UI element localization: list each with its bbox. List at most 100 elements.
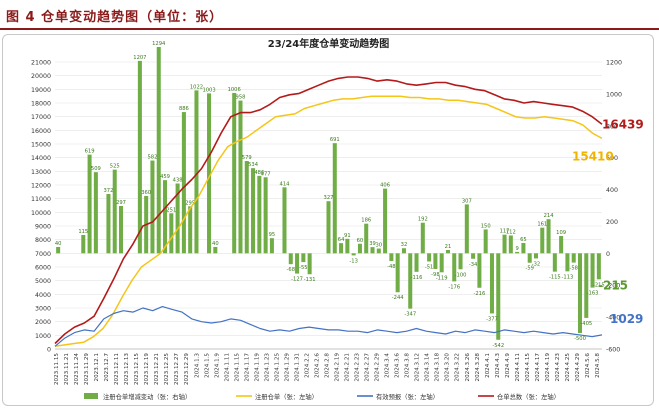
bar (364, 223, 369, 254)
bar-data-label: -100 (455, 272, 467, 278)
left-tick-label: 0 (47, 347, 51, 354)
x-tick-label: 2024.3.8 (405, 353, 411, 378)
bar-data-label: 509 (91, 166, 101, 172)
x-tick-label: 2024.3.18 (435, 353, 441, 382)
x-tick-label: 2024.3.28 (475, 353, 481, 382)
bar-data-label: -48 (387, 264, 395, 270)
bar (521, 242, 526, 254)
bar-data-label: -115 (549, 275, 561, 281)
bar (169, 213, 174, 254)
x-tick-label: 2024.1.3 (194, 353, 200, 378)
bar (351, 253, 356, 256)
bar (301, 253, 306, 263)
bar-data-label: -116 (411, 275, 423, 281)
bar (420, 222, 425, 254)
bar (87, 154, 92, 254)
bar-data-label: 438 (173, 177, 183, 183)
bar (515, 251, 520, 254)
x-tick-label: 2024.4.25 (565, 353, 571, 382)
left-tick-label: 14000 (31, 155, 51, 162)
bar (175, 183, 180, 254)
bar-data-label: -32 (532, 261, 540, 267)
right-tick-label: 1200 (606, 60, 622, 67)
bar (445, 249, 450, 254)
left-tick-label: 6000 (35, 265, 51, 272)
legend-label: 有效预报（张：左轴） (376, 392, 439, 401)
bar (546, 219, 551, 254)
x-tick-label: 2023.11.29 (84, 353, 90, 385)
bar-data-label: -68 (287, 267, 295, 273)
x-tick-label: 2024.4.17 (535, 353, 541, 382)
end-label-bar: -215 (598, 278, 628, 292)
bar-data-label: 1022 (190, 84, 203, 90)
left-tick-label: 15000 (31, 142, 51, 149)
bar-data-label: 32 (401, 242, 408, 248)
right-tick-label: 200 (606, 219, 618, 226)
right-tick-label: 0 (606, 251, 610, 258)
bar (357, 243, 362, 254)
x-tick-label: 2024.2.6 (314, 353, 320, 378)
bar (112, 169, 117, 254)
x-tick-label: 2024.1.25 (274, 353, 280, 382)
bar-data-label: -98 (431, 272, 439, 278)
bar (106, 194, 111, 254)
bar (181, 112, 186, 254)
bar-data-label: 579 (242, 155, 252, 161)
bar-data-label: 192 (418, 217, 428, 223)
bar-data-label: 112 (506, 229, 516, 235)
x-tick-label: 2024.4.15 (525, 353, 531, 382)
bar-data-label: 186 (361, 218, 371, 224)
bar (232, 92, 237, 254)
x-tick-label: 2024.2.19 (335, 353, 341, 382)
bar (508, 235, 513, 254)
x-tick-label: 2024.2.29 (375, 353, 381, 382)
bar (483, 229, 488, 254)
bar (370, 247, 375, 254)
bar (552, 253, 557, 272)
end-label-forecast: 1029 (610, 312, 643, 326)
x-tick-label: 2024.3.12 (415, 353, 421, 381)
bar (471, 253, 476, 259)
right-tick-label: -200 (606, 283, 620, 290)
bar (533, 253, 538, 259)
bar (207, 93, 212, 254)
x-tick-label: 2024.1.15 (234, 353, 240, 382)
bar (163, 180, 168, 254)
bar (383, 188, 388, 254)
x-tick-label: 2024.3.6 (395, 353, 401, 378)
bar (584, 253, 589, 318)
left-tick-label: 21000 (31, 60, 51, 67)
x-tick-label: 2024.4.11 (515, 353, 521, 382)
left-tick-label: 3000 (35, 306, 51, 313)
x-tick-label: 2024.1.9 (214, 353, 220, 378)
bar (213, 246, 218, 254)
bar (269, 238, 274, 254)
figure-header: 图 4 仓单变动趋势图（单位：张） (0, 0, 659, 30)
bar (590, 253, 595, 288)
right-tick-label: 1000 (606, 91, 622, 98)
x-tick-label: 2023.12.13 (124, 353, 130, 385)
x-tick-label: 2023.12.19 (144, 353, 150, 385)
bar-data-label: 459 (160, 174, 170, 180)
bar (282, 187, 287, 254)
bar-data-label: -542 (492, 343, 504, 349)
bar-data-label: 297 (116, 200, 126, 206)
x-tick-label: 2024.2.27 (365, 353, 371, 382)
x-tick-label: 2024.2.23 (355, 353, 361, 382)
bar (251, 168, 256, 254)
bar-data-label: -113 (562, 274, 574, 280)
bar (244, 161, 249, 254)
bar-data-label: 9 (515, 246, 518, 252)
legend-label: 仓单总数（张：左轴） (497, 392, 560, 401)
bar (452, 253, 457, 282)
x-tick-label: 2024.1.29 (284, 353, 290, 382)
x-tick-label: 2023.11.15 (54, 353, 60, 385)
left-tick-label: 8000 (35, 237, 51, 244)
x-tick-label: 2024.5.8 (595, 353, 601, 378)
bar (596, 253, 601, 280)
x-tick-label: 2024.1.19 (254, 353, 260, 382)
left-tick-label: 10000 (31, 210, 51, 217)
x-tick-label: 2023.12.7 (104, 353, 110, 382)
bar-data-label: 691 (330, 137, 340, 143)
